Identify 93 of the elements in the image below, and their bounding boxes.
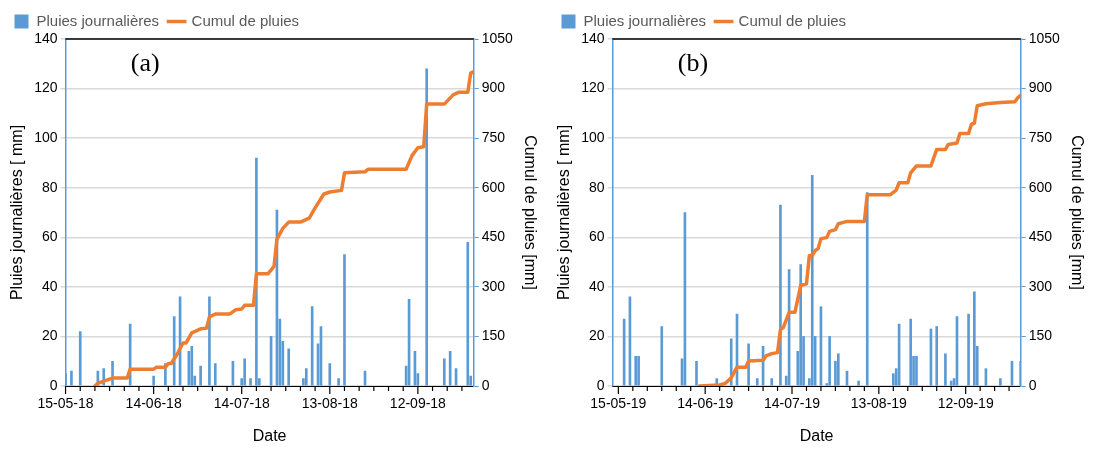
bar: [213, 363, 217, 386]
bar: [243, 358, 246, 386]
bar: [304, 368, 308, 386]
y2-tick-label: 600: [1028, 178, 1053, 195]
bar: [973, 291, 976, 386]
bar: [810, 174, 814, 386]
x-tick-label: 14-06-19: [677, 395, 734, 412]
y2-tick-label: 300: [1028, 277, 1053, 294]
bar: [909, 318, 912, 386]
bar: [310, 306, 314, 386]
bar: [425, 68, 429, 386]
y-tick-label: 140: [581, 29, 605, 46]
bar: [199, 365, 202, 386]
y-tick-label: 100: [34, 129, 58, 145]
bar: [935, 326, 939, 386]
y-axis-title: Pluies journalières [ mm]: [8, 124, 26, 301]
bar: [779, 204, 782, 386]
y2-tick-label: 750: [481, 129, 506, 145]
y2-tick-label: 450: [1028, 228, 1053, 245]
x-tick-label: 13-08-19: [850, 395, 908, 412]
y-tick-label: 120: [34, 79, 58, 96]
bar: [755, 378, 759, 386]
y-tick-label: 40: [588, 277, 605, 294]
y-tick-label: 120: [581, 79, 605, 96]
legend-label: Cumul de pluies: [738, 11, 847, 29]
bar: [442, 358, 446, 386]
x-tick-label: 14-07-18: [213, 395, 270, 412]
x-tick-label: 14-07-19: [763, 395, 821, 412]
x-tick-label: 14-06-18: [125, 395, 182, 412]
y2-tick-label: 150: [481, 327, 506, 344]
legend-label: Pluies journalières: [583, 11, 707, 29]
bar: [634, 355, 638, 386]
y-tick-label: 60: [41, 228, 58, 245]
bar: [828, 336, 831, 386]
x-axis-title: Date: [252, 426, 287, 444]
y-tick-label: 20: [41, 327, 58, 344]
y2-tick-label: 900: [481, 79, 506, 96]
bar: [337, 378, 340, 386]
y-tick-label: 0: [49, 376, 58, 393]
bar: [172, 316, 176, 386]
y-tick-label: 80: [41, 178, 58, 195]
y-tick-label: 60: [588, 228, 605, 245]
y-tick-label: 40: [41, 277, 58, 294]
y2-tick-label: 300: [481, 277, 506, 294]
y2-tick-label: 150: [1028, 327, 1053, 344]
bar: [836, 353, 840, 386]
bar: [660, 326, 664, 386]
x-tick-label: 15-05-19: [590, 395, 647, 412]
y2-tick-label: 1050: [1028, 29, 1061, 46]
bar: [799, 264, 803, 386]
bar: [328, 363, 332, 386]
bar: [466, 241, 470, 386]
y2-tick-label: 900: [1028, 79, 1053, 96]
x-tick-label: 13-08-18: [301, 395, 359, 412]
bar: [915, 355, 918, 386]
bar: [78, 331, 82, 386]
bar: [865, 192, 869, 386]
y2-tick-label: 450: [481, 228, 506, 245]
bar: [967, 313, 970, 386]
bar: [287, 348, 291, 386]
y-tick-label: 140: [34, 29, 58, 46]
y2-tick-label: 750: [1028, 129, 1053, 145]
x-tick-label: 15-05-18: [37, 395, 94, 412]
y-tick-label: 80: [588, 178, 605, 195]
y2-axis-title: Cumul de pluies [mm]: [521, 135, 539, 290]
bar: [857, 380, 860, 386]
bar: [249, 378, 252, 386]
y2-tick-label: 0: [1028, 376, 1037, 393]
bar: [70, 370, 73, 386]
y-tick-label: 0: [596, 376, 605, 393]
annotation: (a): [130, 47, 160, 77]
bar: [999, 378, 1002, 386]
y-tick-label: 20: [588, 327, 605, 344]
x-axis-title: Date: [799, 426, 834, 444]
bar: [152, 375, 155, 386]
legend-label: Pluies journalières: [36, 11, 160, 29]
bar: [255, 157, 258, 386]
legend-label: Cumul de pluies: [191, 11, 300, 29]
x-tick-label: 12-09-19: [937, 395, 994, 412]
bar: [343, 254, 346, 386]
y-axis-title: Pluies journalières [ mm]: [555, 124, 573, 301]
y2-tick-label: 600: [481, 178, 506, 195]
y2-tick-label: 0: [481, 376, 490, 393]
bar: [695, 360, 698, 386]
bar: [944, 353, 947, 386]
y2-tick-label: 1050: [481, 29, 514, 46]
y2-axis-title: Cumul de pluies [mm]: [1068, 135, 1086, 290]
bar: [637, 355, 640, 386]
bar: [190, 346, 194, 386]
bar: [770, 378, 774, 386]
x-tick-label: 12-09-18: [389, 395, 447, 412]
y-tick-label: 100: [581, 129, 605, 145]
annotation: (b): [677, 47, 709, 77]
